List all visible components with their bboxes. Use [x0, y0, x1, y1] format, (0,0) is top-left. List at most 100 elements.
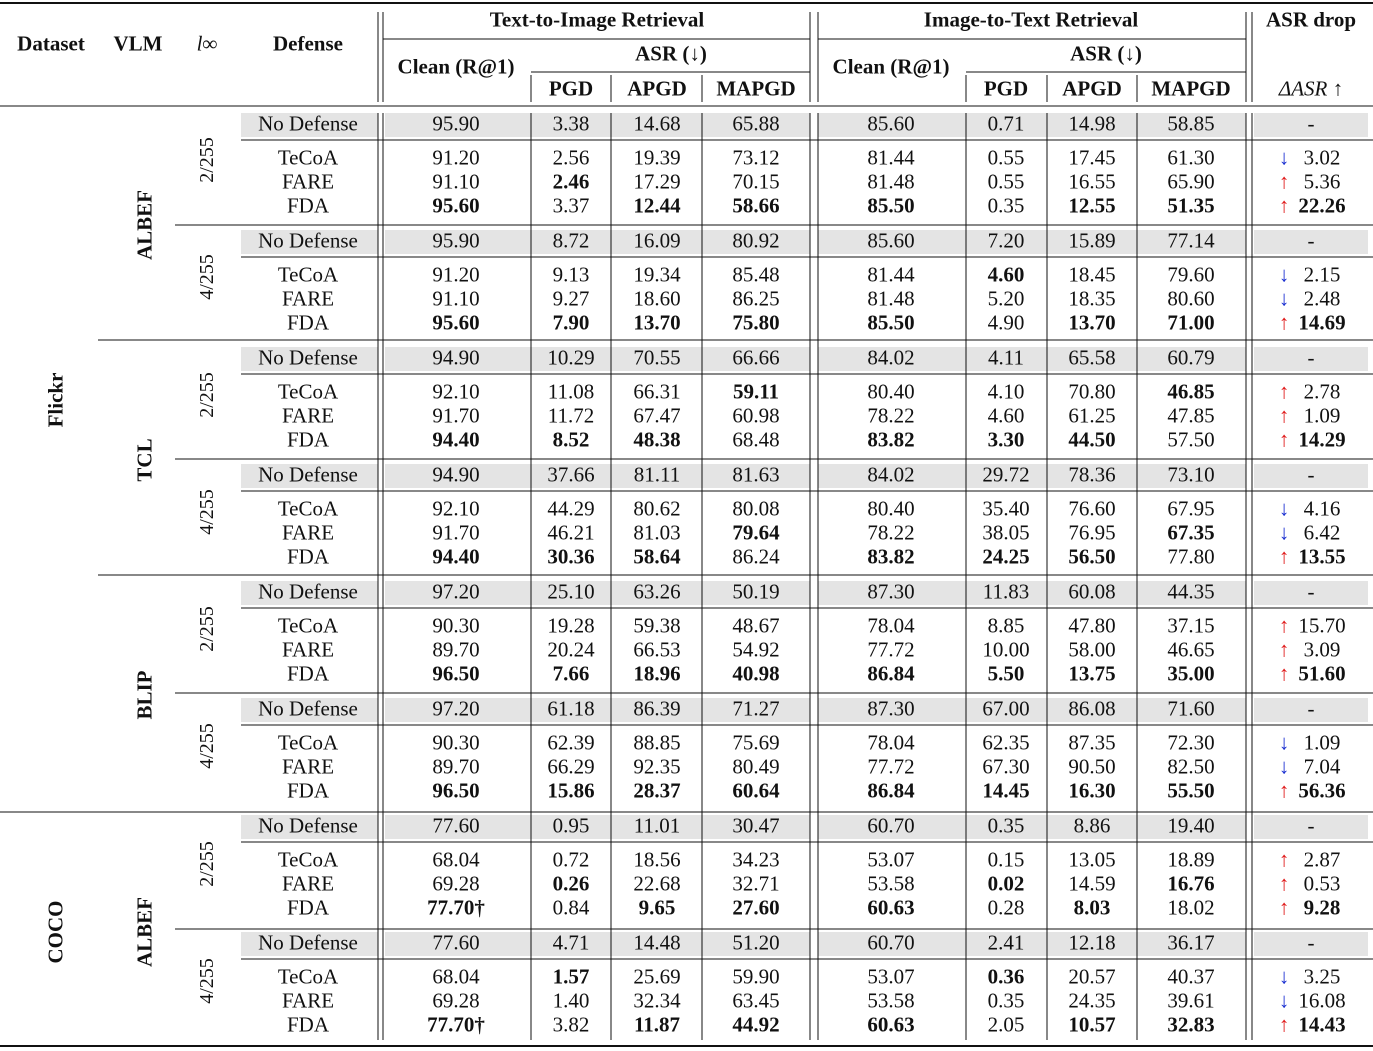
delta-asr-value: 2.87: [1303, 847, 1341, 872]
table-cell: 65.90: [1167, 169, 1215, 194]
table-cell: 86.84: [867, 661, 915, 686]
table-cell: 44.35: [1167, 579, 1215, 604]
table-cell: 76.95: [1068, 520, 1116, 545]
delta-asr-value: -: [1307, 813, 1315, 838]
table-cell: 88.85: [633, 730, 681, 755]
table-cell: 58.66: [732, 193, 780, 218]
header-i2t-clean: Clean (R@1): [832, 54, 950, 79]
table-cell: 66.29: [547, 754, 595, 779]
shaded-row: [1254, 113, 1368, 137]
defense-name: FARE: [281, 403, 335, 428]
table-cell: 77.72: [867, 754, 915, 779]
shaded-row: [818, 347, 1246, 371]
table-cell: 97.20: [432, 579, 480, 604]
table-cell: 68.04: [432, 847, 480, 872]
table-cell: 1.40: [552, 988, 590, 1013]
table-cell: 80.08: [732, 496, 780, 521]
table-cell: 70.15: [732, 169, 780, 194]
arrow-up-icon: ↑: [1278, 169, 1290, 194]
table-cell: 0.36: [987, 964, 1025, 989]
table-cell: 77.72: [867, 637, 915, 662]
epsilon-label: 4/255: [196, 958, 218, 1004]
table-cell: 8.86: [1073, 813, 1111, 838]
table-cell: 70.80: [1068, 379, 1116, 404]
delta-asr-value: 3.02: [1303, 145, 1341, 170]
table-cell: 60.70: [867, 930, 915, 955]
arrow-up-icon: ↑: [1278, 403, 1290, 428]
table-cell: 63.26: [633, 579, 681, 604]
table-cell: 94.90: [432, 462, 480, 487]
table-cell: 11.87: [633, 1012, 681, 1037]
delta-asr-value: 0.53: [1303, 871, 1341, 896]
table-cell: 77.70†: [427, 895, 485, 920]
table-cell: 82.50: [1167, 754, 1215, 779]
shaded-row: [1254, 581, 1368, 605]
defense-name: TeCoA: [277, 730, 339, 755]
table-cell: 58.64: [633, 544, 681, 569]
table-cell: 61.30: [1167, 145, 1215, 170]
table-cell: 24.35: [1068, 988, 1116, 1013]
table-cell: 69.28: [432, 871, 480, 896]
delta-asr-value: -: [1307, 462, 1315, 487]
table-cell: 78.04: [867, 613, 915, 638]
table-cell: 19.28: [547, 613, 595, 638]
table-cell: 16.30: [1068, 778, 1116, 803]
table-cell: 0.26: [552, 871, 590, 896]
shaded-row: [385, 113, 810, 137]
table-cell: 77.14: [1167, 228, 1215, 253]
table-cell: 12.44: [633, 193, 681, 218]
table-cell: 13.75: [1068, 661, 1116, 686]
table-cell: 35.40: [982, 496, 1030, 521]
table-cell: 90.50: [1068, 754, 1116, 779]
shaded-row: [1254, 230, 1368, 254]
table-cell: 4.11: [988, 345, 1024, 370]
defense-name: FDA: [286, 427, 330, 452]
table-cell: 75.69: [732, 730, 780, 755]
table-cell: 60.64: [732, 778, 780, 803]
table-cell: 68.48: [732, 427, 780, 452]
table-cell: 18.56: [633, 847, 681, 872]
shaded-row: [818, 113, 1246, 137]
shaded-row: [818, 581, 1246, 605]
table-cell: 32.71: [732, 871, 780, 896]
arrow-up-icon: ↑: [1278, 895, 1290, 920]
delta-asr-value: 3.25: [1303, 964, 1341, 989]
table-cell: 86.39: [633, 696, 681, 721]
defense-name: FARE: [281, 871, 335, 896]
table-cell: 3.30: [987, 427, 1025, 452]
table-cell: 54.92: [732, 637, 780, 662]
header-i2t-pgd: PGD: [983, 76, 1029, 101]
defense-name: No Defense: [258, 930, 358, 955]
table-cell: 85.48: [732, 262, 780, 287]
defense-name: FDA: [286, 1012, 330, 1037]
table-cell: 85.50: [867, 193, 915, 218]
table-cell: 40.37: [1167, 964, 1215, 989]
header-t2i-apgd: APGD: [627, 76, 687, 101]
defense-name: TeCoA: [277, 145, 339, 170]
table-cell: 86.84: [867, 778, 915, 803]
table-cell: 20.24: [547, 637, 595, 662]
table-cell: 97.20: [432, 696, 480, 721]
defense-name: No Defense: [258, 813, 358, 838]
table-cell: 14.98: [1068, 111, 1116, 136]
table-cell: 22.68: [633, 871, 681, 896]
table-cell: 72.30: [1167, 730, 1215, 755]
table-cell: 67.35: [1167, 520, 1215, 545]
table-cell: 24.25: [982, 544, 1030, 569]
table-cell: 11.72: [547, 403, 595, 428]
table-cell: 85.60: [867, 111, 915, 136]
delta-asr-value: 56.36: [1298, 778, 1346, 803]
table-cell: 0.35: [987, 988, 1025, 1013]
table-cell: 0.15: [987, 847, 1025, 872]
table-cell: 86.08: [1068, 696, 1116, 721]
delta-asr-value: 2.15: [1303, 262, 1341, 287]
table-cell: 11.83: [982, 579, 1030, 604]
arrow-up-icon: ↑: [1278, 379, 1290, 404]
defense-name: No Defense: [258, 228, 358, 253]
delta-asr-value: 2.48: [1303, 286, 1341, 311]
arrow-up-icon: ↑: [1278, 310, 1290, 335]
shaded-row: [385, 698, 810, 722]
table-cell: 48.67: [732, 613, 780, 638]
table-cell: 2.56: [552, 145, 590, 170]
